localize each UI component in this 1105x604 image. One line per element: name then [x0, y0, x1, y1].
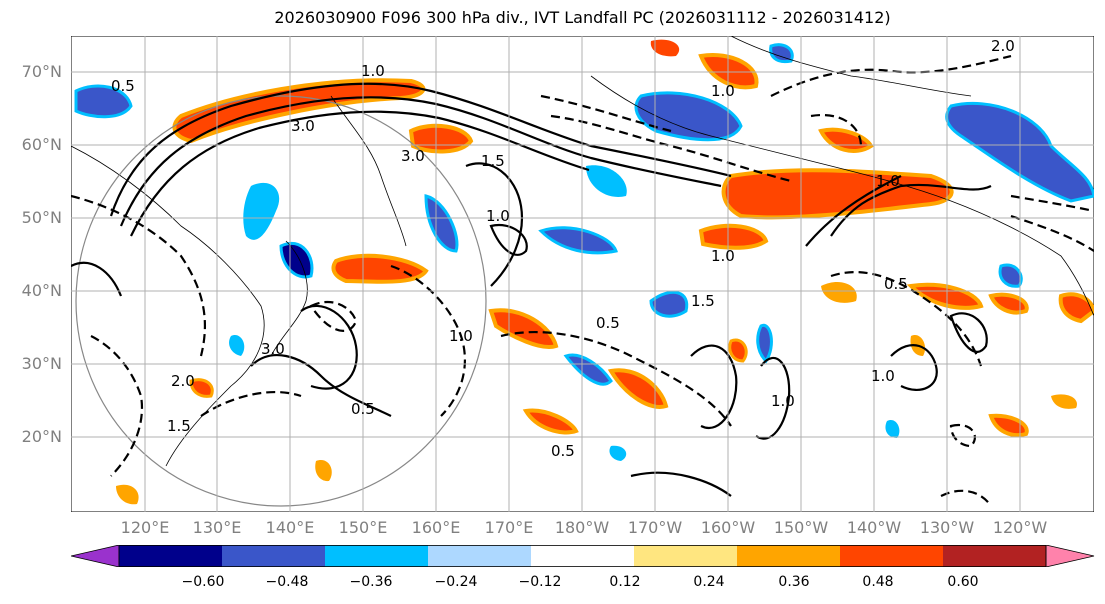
contour-labels: 0.5 3.0 3.0 1.0 1.5 2.0 2.0 1.0 0.5 1.0 …	[111, 37, 1015, 460]
lat-label: 40°N	[21, 281, 62, 300]
lon-label: 120°W	[992, 518, 1048, 537]
contour-label: 0.5	[596, 314, 620, 332]
contour-label: 1.0	[361, 62, 385, 80]
colorbar-segment	[943, 545, 1047, 567]
lon-label: 130°E	[192, 518, 242, 537]
contour-label: 0.5	[111, 77, 135, 95]
colorbar-extend-low	[71, 545, 120, 567]
colorbar-frame	[118, 545, 1047, 567]
colorbar-segment	[119, 545, 223, 567]
contour-label: 3.0	[291, 117, 315, 135]
lon-label: 150°E	[338, 518, 388, 537]
contour-label: 1.0	[486, 207, 510, 225]
contour-label: 1.5	[167, 417, 191, 435]
colorbar-segment	[634, 545, 738, 567]
colorbar-tick-label: −0.48	[265, 574, 309, 590]
lat-label: 30°N	[21, 354, 62, 373]
lon-label: 130°W	[919, 518, 975, 537]
colorbar-tick-label: −0.12	[518, 574, 562, 590]
colorbar-tick-label: 0.48	[862, 574, 894, 590]
map-panel: 0.5 3.0 3.0 1.0 1.5 2.0 2.0 1.0 0.5 1.0 …	[71, 36, 1094, 512]
lon-label: 150°W	[773, 518, 829, 537]
contour-label: 2.0	[991, 37, 1015, 55]
lon-label: 140°E	[265, 518, 315, 537]
lat-label: 20°N	[21, 427, 62, 446]
lon-label: 160°W	[700, 518, 756, 537]
colorbar-tick-label: 0.24	[693, 574, 725, 590]
contour-label: 1.0	[711, 82, 735, 100]
colorbar-extend-high	[1045, 545, 1095, 567]
ivt-contours-dashed	[71, 54, 1094, 507]
contour-label: 1.0	[449, 327, 473, 345]
contour-label: 1.5	[481, 152, 505, 170]
colorbar-tick-label: −0.60	[181, 574, 225, 590]
contour-label: 1.0	[711, 247, 735, 265]
map-title: 2026030900 F096 300 hPa div., IVT Landfa…	[274, 8, 891, 27]
colorbar	[71, 545, 1095, 567]
lat-label: 70°N	[21, 62, 62, 81]
range-circle	[75, 95, 487, 507]
contour-label: 3.0	[261, 340, 285, 358]
lon-label: 170°E	[484, 518, 534, 537]
lon-label: 170°W	[627, 518, 683, 537]
lon-label: 140°W	[846, 518, 902, 537]
colorbar-tick-label: −0.36	[349, 574, 393, 590]
lat-label: 60°N	[21, 135, 62, 154]
contour-label: 2.0	[171, 372, 195, 390]
colorbar-segment	[428, 545, 532, 567]
contour-label: 1.0	[876, 172, 900, 190]
ivt-contours	[71, 82, 992, 497]
contour-label: 1.0	[871, 367, 895, 385]
colorbar-tick-label: −0.24	[434, 574, 478, 590]
colorbar-segment	[840, 545, 944, 567]
colorbar-segments	[71, 545, 1095, 567]
colorbar-tick-label: 0.12	[609, 574, 641, 590]
contour-label: 1.5	[691, 292, 715, 310]
colorbar-segment	[325, 545, 429, 567]
colorbar-segment	[222, 545, 326, 567]
lon-label: 160°E	[411, 518, 461, 537]
colorbar-tick-label: 0.60	[947, 574, 979, 590]
lat-label: 50°N	[21, 208, 62, 227]
lon-label: 180°W	[554, 518, 610, 537]
colorbar-tick-label: 0.36	[778, 574, 810, 590]
contour-label: 0.5	[351, 400, 375, 418]
map-gridlines	[71, 36, 1094, 512]
contour-label: 3.0	[401, 147, 425, 165]
lon-label: 120°E	[120, 518, 170, 537]
contour-label: 0.5	[551, 442, 575, 460]
contour-label: 1.0	[771, 392, 795, 410]
contour-label: 0.5	[884, 275, 908, 293]
colorbar-segment	[737, 545, 841, 567]
colorbar-segment	[531, 545, 635, 567]
